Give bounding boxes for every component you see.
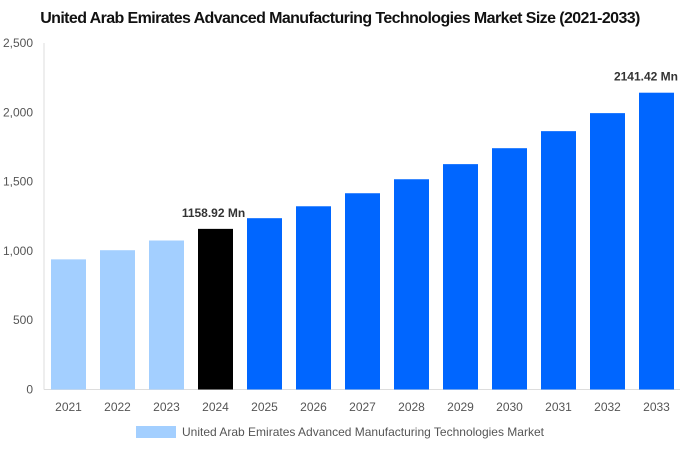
y-tick-label: 2,500 (3, 36, 33, 50)
data-label-2024: 1158.92 Mn (182, 206, 245, 220)
bar-2025 (247, 218, 282, 390)
bar-2030 (492, 148, 527, 390)
bar-2029 (443, 164, 478, 390)
chart-title: United Arab Emirates Advanced Manufactur… (40, 10, 640, 27)
x-tick-label: 2030 (496, 400, 523, 414)
bar-chart: 0 500 1,000 1,500 2,000 2,500 2021 2022 2023 2024… (3, 36, 680, 414)
x-tick-label: 2031 (545, 400, 572, 414)
x-tick-label: 2025 (251, 400, 278, 414)
data-label-2033: 2141.42 Mn (614, 70, 678, 84)
legend-swatch (136, 426, 176, 438)
bar-2023 (149, 240, 184, 390)
x-tick-label: 2023 (153, 400, 180, 414)
bar-2028 (394, 179, 429, 390)
bar-2027 (345, 193, 380, 390)
bar-2032 (590, 113, 625, 390)
y-tick-label: 0 (26, 383, 33, 397)
bar-2024 (198, 228, 233, 390)
bar-2031 (541, 131, 576, 390)
legend: United Arab Emirates Advanced Manufactur… (0, 425, 680, 439)
x-tick-label: 2026 (300, 400, 327, 414)
legend-label: United Arab Emirates Advanced Manufactur… (182, 425, 544, 439)
y-tick-label: 500 (13, 313, 33, 327)
x-tick-label: 2024 (202, 400, 229, 414)
y-tick-label: 2,000 (3, 105, 33, 119)
x-tick-label: 2032 (594, 400, 621, 414)
x-tick-label: 2028 (398, 400, 425, 414)
x-tick-label: 2033 (643, 400, 670, 414)
y-tick-label: 1,000 (3, 244, 33, 258)
x-tick-label: 2027 (349, 400, 376, 414)
bar-2026 (296, 206, 331, 390)
bar-2033 (639, 92, 674, 390)
bar-2022 (100, 250, 135, 390)
x-tick-label: 2021 (55, 400, 82, 414)
x-tick-label: 2029 (447, 400, 474, 414)
y-tick-label: 1,500 (3, 175, 33, 189)
x-tick-label: 2022 (104, 400, 131, 414)
bar-2021 (51, 259, 86, 390)
